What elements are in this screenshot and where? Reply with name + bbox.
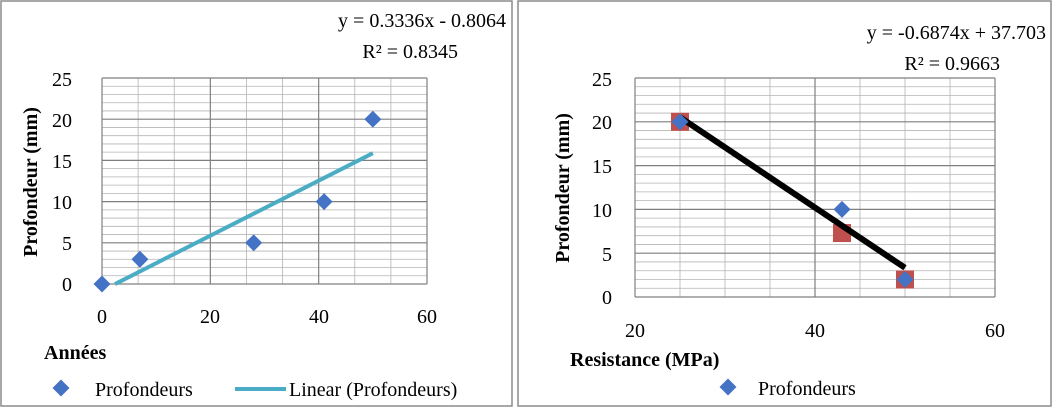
- chart-right-x-axis-label: Resistance (MPa): [570, 349, 719, 371]
- chart-right-r-squared: R² = 0.9663: [904, 53, 1000, 75]
- legend-label: Profondeurs: [95, 379, 193, 401]
- y-tick-label: 5: [62, 233, 72, 255]
- chart-right-equation: y = -0.6874x + 37.703: [867, 22, 1046, 44]
- data-point-diamond: [671, 113, 689, 131]
- y-tick-label: 25: [52, 69, 72, 91]
- data-point-diamond: [896, 270, 914, 288]
- legend-label: Profondeurs: [758, 378, 856, 400]
- chart-left-y-tick-labels: 0 5 10 15 20 25: [52, 69, 72, 296]
- chart-right-border: [517, 0, 1052, 407]
- y-tick-label: 0: [602, 287, 612, 309]
- chart-left-x-axis-label: Années: [44, 342, 106, 364]
- x-tick-label: 40: [805, 320, 825, 342]
- chart-right-y-tick-labels: 0 5 10 15 20 25: [592, 69, 612, 309]
- y-tick-label: 10: [592, 200, 612, 222]
- chart-right-plot-marks: [671, 112, 914, 289]
- x-tick-label: 60: [417, 306, 437, 328]
- x-tick-label: 0: [97, 306, 107, 328]
- chart-right: 0 5 10 15 20 25 20 40 60 Profondeur (mm)…: [517, 0, 1052, 407]
- legend-marker-diamond: [719, 378, 737, 396]
- y-tick-label: 5: [602, 244, 612, 266]
- trendline: [678, 114, 907, 271]
- chart-right-legend: Profondeurs: [719, 378, 856, 400]
- chart-left-y-axis-label: Profondeur (mm): [20, 107, 42, 257]
- y-tick-label: 15: [52, 151, 72, 173]
- chart-left-r-squared: R² = 0.8345: [362, 41, 458, 63]
- chart-left-minor-grid: [102, 78, 427, 284]
- chart-right-x-tick-labels: 20 40 60: [625, 320, 1005, 342]
- legend-label: Linear (Profondeurs): [289, 379, 457, 401]
- chart-left: 0 5 10 15 20 25 0 20 40 60 Profondeur (m…: [0, 0, 513, 407]
- y-tick-label: 15: [592, 156, 612, 178]
- y-tick-label: 20: [52, 110, 72, 132]
- y-tick-label: 25: [592, 69, 612, 91]
- chart-left-x-tick-labels: 0 20 40 60: [97, 306, 437, 328]
- chart-right-y-axis-label: Profondeur (mm): [552, 113, 574, 263]
- x-tick-label: 40: [309, 306, 329, 328]
- y-tick-label: 0: [62, 274, 72, 296]
- y-tick-label: 20: [592, 112, 612, 134]
- x-tick-label: 20: [200, 306, 220, 328]
- chart-left-equation: y = 0.3336x - 0.8064: [338, 10, 506, 32]
- y-tick-label: 10: [52, 192, 72, 214]
- data-point-diamond: [833, 200, 851, 218]
- trendline: [114, 151, 374, 286]
- x-tick-label: 20: [625, 320, 645, 342]
- chart-left-legend: Profondeurs Linear (Profondeurs): [52, 379, 457, 401]
- x-tick-label: 60: [985, 320, 1005, 342]
